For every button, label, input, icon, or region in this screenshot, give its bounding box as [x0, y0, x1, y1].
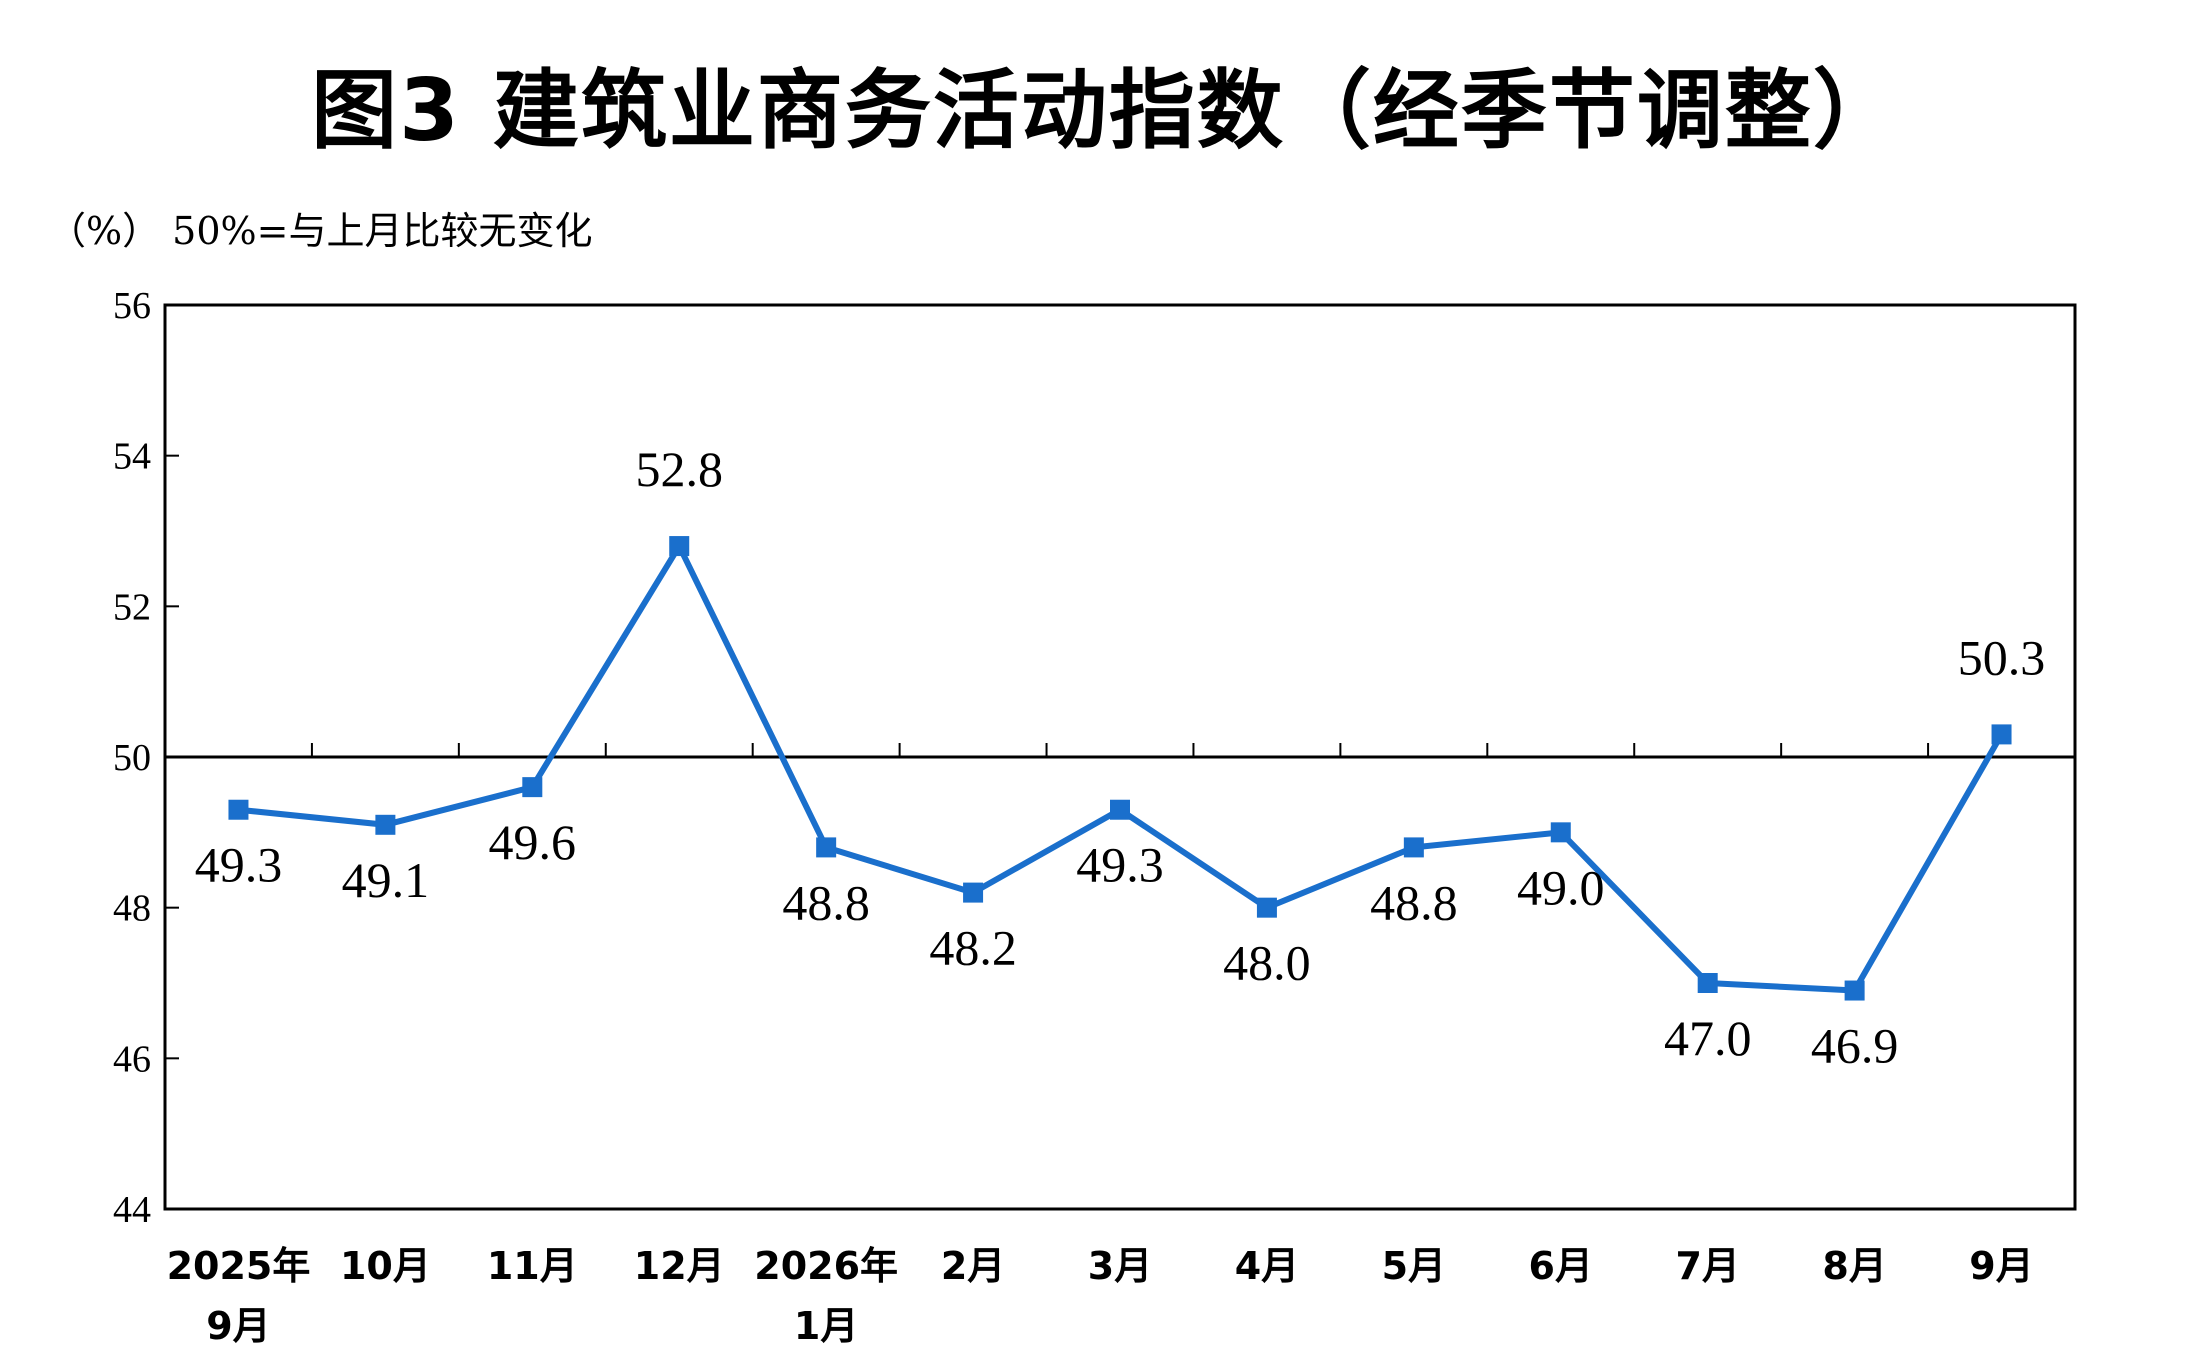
data-label: 49.3 — [1076, 837, 1164, 893]
x-tick-label: 8月 — [1822, 1244, 1886, 1288]
x-tick-label: 5月 — [1382, 1244, 1446, 1288]
y-tick-label: 54 — [113, 436, 151, 478]
data-point — [1844, 980, 1865, 1001]
data-label: 50.3 — [1958, 629, 2046, 685]
x-tick-label: 1月 — [794, 1304, 858, 1348]
y-tick-label: 44 — [113, 1189, 151, 1231]
data-point — [1403, 837, 1424, 858]
data-label: 49.6 — [489, 814, 577, 870]
data-point — [1550, 822, 1571, 843]
data-point — [1110, 799, 1130, 820]
data-label: 49.0 — [1517, 859, 1605, 915]
x-tick-label: 9月 — [206, 1304, 270, 1348]
data-point — [669, 536, 690, 557]
data-label: 48.8 — [1370, 874, 1458, 930]
data-point — [1697, 973, 1718, 993]
data-point — [522, 777, 543, 798]
data-point — [1991, 724, 2012, 745]
x-tick-label: 7月 — [1675, 1244, 1739, 1288]
data-point — [963, 882, 984, 903]
series-line — [238, 543, 2005, 994]
data-label: 46.9 — [1811, 1018, 1899, 1074]
data-point — [1256, 897, 1277, 918]
data-label: 47.0 — [1664, 1010, 1752, 1066]
x-tick-label: 2026年 — [754, 1244, 898, 1288]
y-tick-label: 50 — [113, 737, 151, 779]
data-point — [228, 799, 249, 820]
data-point — [375, 814, 396, 835]
data-label: 49.1 — [342, 852, 430, 908]
x-tick-label: 3月 — [1088, 1244, 1152, 1288]
y-tick-label: 52 — [113, 586, 151, 628]
x-tick-label: 10月 — [340, 1244, 431, 1288]
x-tick-label: 11月 — [487, 1244, 578, 1288]
x-tick-label: 9月 — [1969, 1244, 2033, 1288]
chart-title: 图3 建筑业商务活动指数（经季节调整） — [311, 61, 1901, 161]
y-tick-label: 56 — [113, 285, 151, 327]
x-tick-label: 2025年 — [167, 1244, 311, 1288]
data-label: 48.8 — [782, 874, 870, 930]
data-point — [816, 837, 837, 858]
y-tick-label: 48 — [113, 888, 151, 930]
data-label: 48.2 — [929, 920, 1017, 976]
x-tick-label: 4月 — [1235, 1244, 1299, 1288]
data-label: 49.3 — [195, 837, 283, 893]
y-tick-label: 46 — [113, 1038, 151, 1080]
unit-note: （%） 50%=与上月比较无变化 — [48, 209, 593, 253]
x-tick-label: 6月 — [1529, 1244, 1593, 1288]
x-tick-label: 12月 — [634, 1244, 725, 1288]
x-tick-label: 2月 — [941, 1244, 1005, 1288]
data-label: 48.0 — [1223, 935, 1311, 991]
data-label: 52.8 — [635, 441, 723, 497]
